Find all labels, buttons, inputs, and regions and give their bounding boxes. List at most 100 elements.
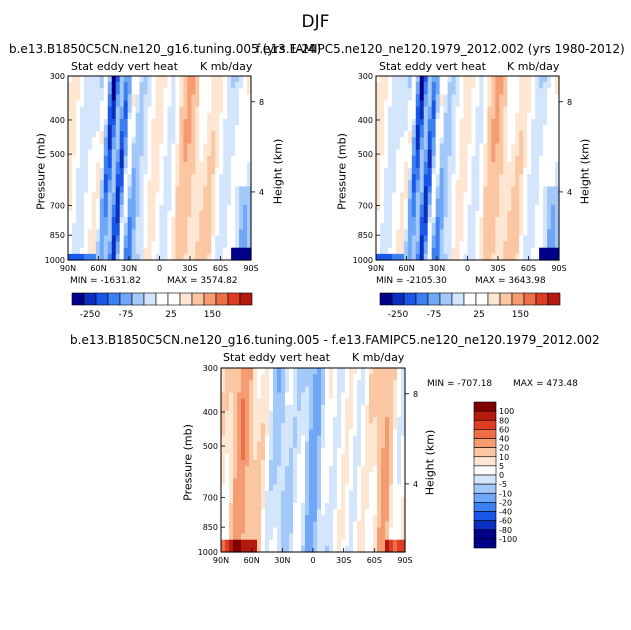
heatmap-cell — [381, 545, 386, 553]
heatmap-cell — [199, 168, 204, 175]
heatmap-cell — [273, 545, 278, 553]
heatmap-cell — [147, 217, 153, 224]
heatmap-cell — [127, 192, 133, 200]
heatmap-cell — [195, 76, 200, 83]
heatmap-cell — [377, 374, 382, 381]
heatmap-cell — [463, 229, 469, 237]
heatmap-cell — [139, 174, 145, 181]
heatmap-cell — [301, 429, 306, 437]
heatmap-cell — [99, 112, 105, 120]
heatmap-cell — [203, 131, 208, 138]
heatmap-cell — [399, 253, 405, 261]
heatmap-cell — [385, 380, 390, 387]
heatmap-cell — [383, 161, 389, 169]
heatmap-cell — [207, 161, 212, 169]
heatmap-cell — [285, 502, 290, 510]
heatmap-cell — [333, 398, 338, 406]
heatmap-cell — [471, 106, 477, 114]
heatmap-cell — [379, 100, 385, 108]
heatmap-cell — [285, 435, 290, 443]
heatmap-cell — [523, 174, 528, 181]
heatmap-cell — [233, 509, 238, 516]
heatmap-cell — [241, 453, 246, 461]
heatmap-cell — [163, 131, 169, 138]
heatmap-cell — [87, 229, 93, 237]
heatmap-cell — [235, 210, 240, 218]
heatmap-cell — [183, 235, 188, 243]
heatmap-cell — [379, 161, 385, 169]
heatmap-cell — [419, 161, 425, 169]
colorbar-swatch — [391, 292, 405, 306]
heatmap-cell — [419, 180, 425, 187]
heatmap-cell — [471, 118, 477, 126]
heatmap-cell — [285, 509, 290, 516]
heatmap-cell — [519, 125, 524, 132]
heatmap-cell — [349, 392, 354, 400]
heatmap-cell — [95, 168, 101, 175]
heatmap-cell — [245, 392, 250, 400]
heatmap-cell — [401, 441, 406, 449]
heatmap-cell — [249, 453, 254, 461]
heatmap-cell — [451, 76, 457, 83]
heatmap-cell — [527, 180, 532, 187]
heatmap-cell — [523, 143, 528, 151]
heatmap-cell — [281, 527, 286, 535]
heatmap-cell — [175, 192, 180, 200]
heatmap-cell — [503, 223, 508, 230]
heatmap-cell — [419, 241, 425, 249]
heatmap-cell — [107, 180, 113, 187]
heatmap-cell — [419, 204, 425, 212]
heatmap-cell — [123, 217, 129, 224]
heatmap-cell — [391, 88, 397, 95]
heatmap-cell — [527, 112, 532, 120]
heatmap-cell — [147, 125, 153, 132]
heatmap-cell — [341, 521, 346, 529]
heatmap-cell — [119, 118, 125, 126]
heatmap-cell — [211, 210, 216, 218]
heatmap-cell — [415, 106, 421, 114]
heatmap-cell — [203, 112, 208, 120]
heatmap-cell — [455, 241, 461, 249]
heatmap-cell — [443, 161, 449, 169]
heatmap-cell — [527, 149, 532, 157]
heatmap-cell — [227, 198, 232, 206]
heatmap-cell — [361, 380, 366, 387]
heatmap-cell — [519, 76, 524, 83]
heatmap-cell — [313, 527, 318, 535]
heatmap-cell — [381, 368, 386, 375]
heatmap-cell — [229, 380, 234, 387]
heatmap-cell — [483, 204, 488, 212]
heatmap-cell — [135, 94, 141, 102]
heatmap-cell — [365, 509, 370, 516]
heatmap-cell — [163, 247, 169, 255]
heatmap-cell — [87, 155, 93, 163]
heatmap-cell — [353, 380, 358, 387]
heatmap-cell — [203, 137, 208, 145]
heatmap-cell — [249, 380, 254, 387]
heatmap-cell — [207, 168, 212, 175]
heatmap-cell — [483, 112, 488, 120]
heatmap-cell — [555, 210, 560, 218]
heatmap-cell — [223, 76, 228, 83]
heatmap-cell — [243, 82, 248, 89]
heatmap-cell — [293, 484, 298, 492]
heatmap-cell — [127, 253, 133, 261]
heatmap-cell — [527, 155, 532, 163]
heatmap-cell — [415, 229, 421, 237]
heatmap-cell — [415, 143, 421, 151]
heatmap-cell — [411, 168, 417, 175]
heatmap-cell — [377, 410, 382, 418]
heatmap-cell — [483, 198, 488, 206]
colorbar-swatch — [473, 419, 497, 430]
heatmap-cell — [419, 106, 425, 114]
heatmap-cell — [249, 490, 254, 498]
page-title: DJF — [301, 12, 330, 32]
heatmap-cell — [431, 149, 437, 157]
heatmap-cell — [483, 247, 488, 255]
heatmap-cell — [353, 484, 358, 492]
heatmap-cell — [499, 186, 504, 194]
heatmap-cell — [309, 484, 314, 492]
heatmap-cell — [99, 88, 105, 95]
heatmap-cell — [233, 429, 238, 437]
heatmap-cell — [241, 380, 246, 387]
